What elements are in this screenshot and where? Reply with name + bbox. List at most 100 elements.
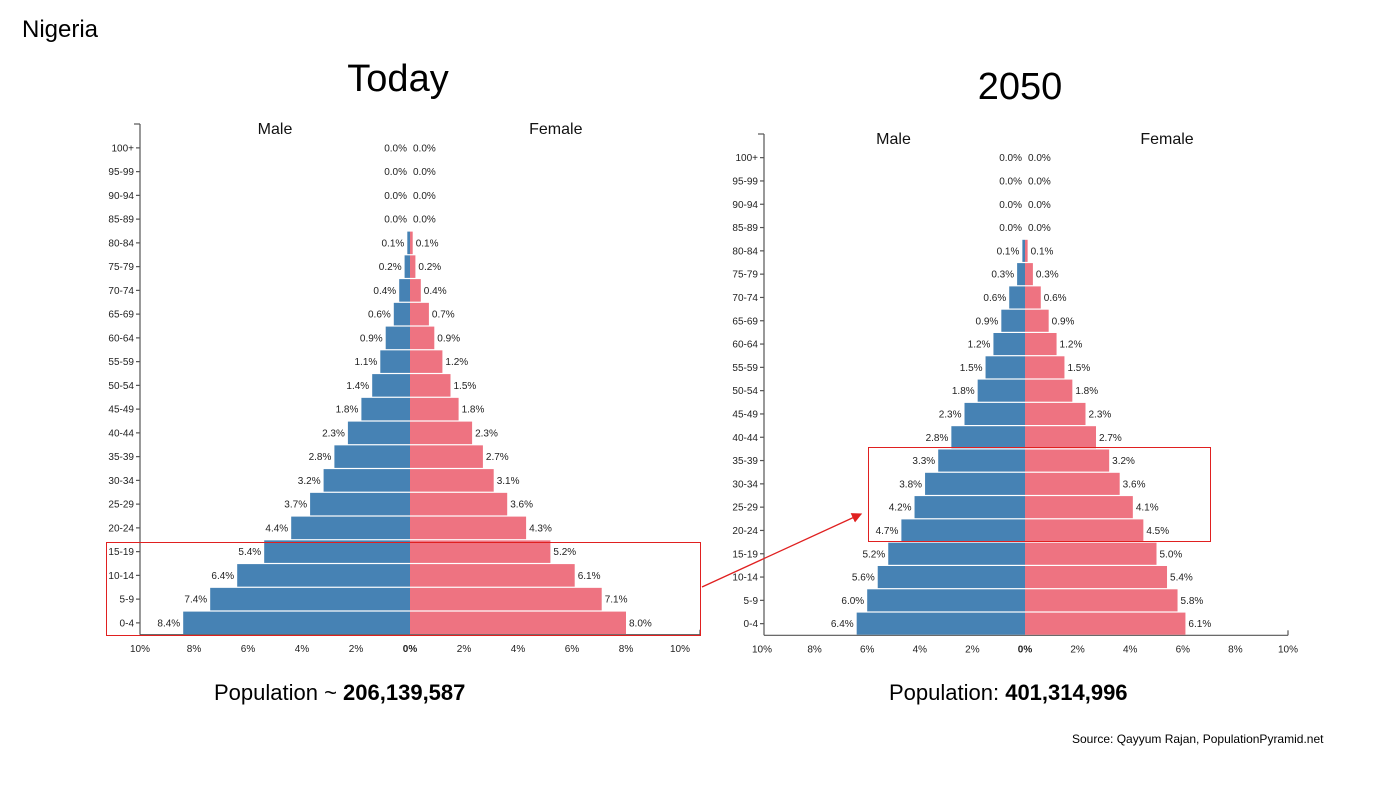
chart-title-today: Today xyxy=(347,58,449,100)
x-tick-label: 2% xyxy=(457,644,472,655)
age-tick-label: 10-14 xyxy=(732,573,758,584)
male-value-label: 1.5% xyxy=(960,363,983,374)
male-value-label: 0.3% xyxy=(991,270,1014,281)
age-tick-label: 70-74 xyxy=(108,286,134,297)
age-tick-label: 20-24 xyxy=(732,526,758,537)
population-2050: Population: 401,314,996 xyxy=(889,680,1128,706)
female-bar xyxy=(1025,542,1157,565)
x-tick-label: 6% xyxy=(565,644,580,655)
female-value-label: 0.3% xyxy=(1036,270,1059,281)
male-bar xyxy=(264,540,410,563)
male-bar xyxy=(291,516,410,540)
male-label: Male xyxy=(258,121,293,138)
female-value-label: 1.8% xyxy=(462,405,485,416)
male-value-label: 0.1% xyxy=(382,238,405,249)
female-bar xyxy=(410,326,435,350)
age-tick-label: 40-44 xyxy=(108,428,134,439)
female-bar xyxy=(1025,426,1097,449)
male-bar xyxy=(914,496,1025,519)
age-tick-label: 90-94 xyxy=(108,191,134,202)
female-bar xyxy=(410,279,421,302)
female-bar xyxy=(1025,263,1033,286)
female-value-label: 5.0% xyxy=(1160,549,1183,560)
x-tick-label: 2% xyxy=(965,644,980,655)
age-tick-label: 10-14 xyxy=(108,571,134,582)
female-value-label: 0.6% xyxy=(1044,293,1067,304)
female-value-label: 3.6% xyxy=(510,500,533,511)
age-tick-label: 75-79 xyxy=(732,270,758,281)
male-value-label: 3.3% xyxy=(912,456,935,467)
female-value-label: 0.0% xyxy=(1028,153,1051,164)
female-bar xyxy=(1025,519,1144,542)
female-bar xyxy=(410,421,473,445)
male-value-label: 0.1% xyxy=(997,246,1020,257)
female-value-label: 6.1% xyxy=(578,571,601,582)
male-value-label: 0.0% xyxy=(999,223,1022,234)
male-value-label: 3.7% xyxy=(284,500,307,511)
age-tick-label: 85-89 xyxy=(108,215,134,226)
highlight-box-today xyxy=(106,542,701,636)
male-bar xyxy=(407,231,410,255)
male-value-label: 0.0% xyxy=(999,200,1022,211)
x-tick-label: 0% xyxy=(403,644,418,655)
male-bar xyxy=(372,374,410,397)
x-tick-label: 10% xyxy=(752,644,772,655)
male-bar xyxy=(1001,309,1025,332)
male-bar xyxy=(964,402,1025,425)
x-tick-label: 6% xyxy=(241,644,256,655)
source-note: Source: Qayyum Rajan, PopulationPyramid.… xyxy=(1072,732,1324,746)
female-value-label: 0.9% xyxy=(1052,316,1075,327)
x-tick-label: 2% xyxy=(349,644,364,655)
female-value-label: 0.0% xyxy=(413,167,436,178)
male-bar xyxy=(361,397,410,421)
age-tick-label: 30-34 xyxy=(108,476,134,487)
age-tick-label: 45-49 xyxy=(108,405,134,416)
male-bar xyxy=(1017,263,1025,286)
age-tick-label: 95-99 xyxy=(108,167,134,178)
age-tick-label: 70-74 xyxy=(732,293,758,304)
female-value-label: 0.0% xyxy=(413,215,436,226)
male-value-label: 1.8% xyxy=(952,386,975,397)
male-value-label: 4.2% xyxy=(889,503,912,514)
male-value-label: 0.6% xyxy=(983,293,1006,304)
female-value-label: 6.1% xyxy=(1188,619,1211,630)
female-value-label: 4.5% xyxy=(1146,526,1169,537)
male-bar xyxy=(1022,239,1025,262)
x-tick-label: 4% xyxy=(511,644,526,655)
female-bar xyxy=(1025,309,1049,332)
x-tick-label: 6% xyxy=(1176,644,1191,655)
male-value-label: 0.4% xyxy=(373,286,396,297)
age-tick-label: 25-29 xyxy=(732,503,758,514)
x-tick-label: 4% xyxy=(913,644,928,655)
male-bar xyxy=(399,279,410,302)
male-bar xyxy=(380,350,410,373)
male-bar xyxy=(1009,286,1025,309)
female-bar xyxy=(1025,612,1186,635)
female-value-label: 0.9% xyxy=(437,333,460,344)
age-tick-label: 15-19 xyxy=(732,549,758,560)
age-tick-label: 15-19 xyxy=(108,547,134,558)
female-bar xyxy=(1025,566,1168,589)
x-tick-label: 10% xyxy=(670,644,690,655)
male-value-label: 2.8% xyxy=(926,433,949,444)
age-tick-label: 100+ xyxy=(111,143,134,154)
female-value-label: 7.1% xyxy=(605,595,628,606)
population-today-prefix: Population ~ xyxy=(214,680,344,705)
female-label: Female xyxy=(1140,131,1193,148)
x-tick-label: 8% xyxy=(807,644,822,655)
male-bar xyxy=(210,587,410,611)
female-value-label: 1.5% xyxy=(1067,363,1090,374)
female-value-label: 3.1% xyxy=(497,476,520,487)
male-value-label: 8.4% xyxy=(157,618,180,629)
x-tick-label: 8% xyxy=(619,644,634,655)
chart-title-2050: 2050 xyxy=(977,66,1063,108)
male-value-label: 1.1% xyxy=(355,357,378,368)
age-tick-label: 5-9 xyxy=(744,596,759,607)
age-tick-label: 100+ xyxy=(735,153,758,164)
female-bar xyxy=(410,255,416,278)
female-bar xyxy=(410,374,451,397)
female-bar xyxy=(1025,472,1120,495)
female-bar xyxy=(1025,333,1057,356)
male-bar xyxy=(334,445,410,468)
